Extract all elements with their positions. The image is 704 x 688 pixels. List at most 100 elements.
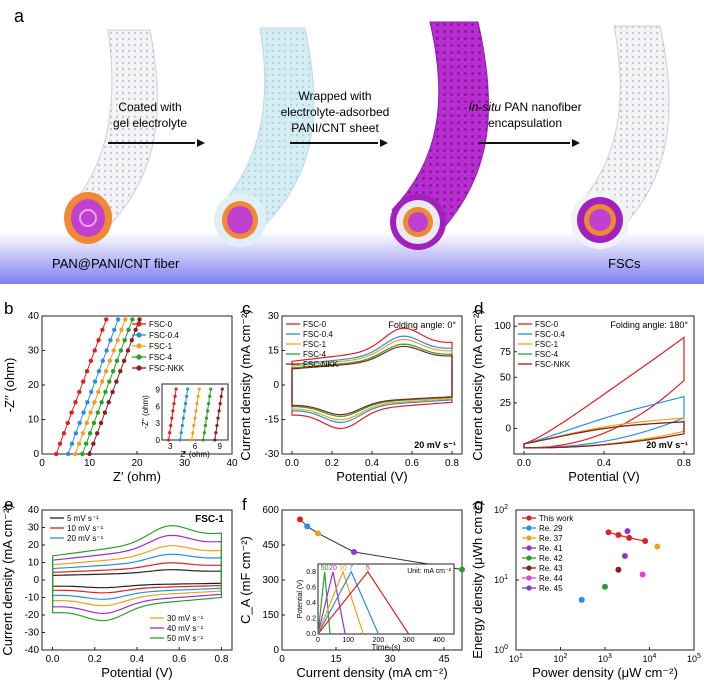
y-tick-label: 0 [33, 449, 39, 460]
cv-loop-FSC-0.4 [291, 335, 453, 424]
inset-y-label: Potential (V) [297, 580, 304, 619]
y-tick-label: 0 [33, 575, 39, 586]
capacitance-point [297, 516, 303, 523]
data-point [92, 400, 97, 405]
left-caption: PAN@PANI/CNT fiber [52, 256, 180, 271]
y-tick-label: 30 [28, 346, 40, 357]
legend-label: Re. 42 [539, 554, 563, 563]
y-tick-label: 20 [28, 380, 40, 391]
schematic-panel-a: a Coated with gel electrolyte Wrapped [0, 6, 704, 284]
legend-label: Re. 37 [539, 534, 563, 543]
data-point [133, 327, 138, 332]
inset-x-tick-label: 400 [433, 637, 445, 644]
x-tick-label: 0.0 [46, 654, 60, 665]
data-point [76, 441, 82, 446]
x-tick-label: 0.0 [285, 458, 299, 469]
legend-marker [526, 585, 532, 591]
scan-rate-note: 20 mV s⁻¹ [414, 440, 456, 450]
step-arrow-2: Wrapped with electrolyte-adsorbed PANI/C… [281, 89, 390, 147]
cv-loop-5 mV s⁻¹ [52, 569, 222, 589]
x-tick-label: 105 [687, 653, 701, 664]
x-tick-label: 104 [643, 653, 657, 664]
inset-point [184, 394, 189, 398]
y-tick-label: 10 [28, 558, 40, 569]
data-point [87, 451, 92, 457]
inset-point [172, 402, 176, 406]
data-point [80, 431, 86, 436]
fiber-bare [64, 29, 158, 244]
y-tick-label: 0 [273, 380, 279, 391]
data-point [119, 327, 124, 332]
y-tick-label: -30 [25, 628, 40, 639]
legend-label: FSC-NKK [149, 364, 185, 373]
y-tick-label: 102 [494, 504, 508, 515]
scatter-point-This work [615, 531, 622, 538]
capacitance-line [299, 518, 463, 570]
x-axis-label: Current density (mA cm⁻²) [296, 665, 447, 680]
gcd-curve [317, 571, 331, 635]
data-point [100, 327, 105, 332]
y-tick-label: -30 [265, 449, 280, 460]
x-tick-label: 15 [330, 654, 342, 665]
x-tick-label: 0.8 [677, 458, 691, 469]
inset-point [205, 409, 210, 413]
step2-line3: PANI/CNT sheet [291, 121, 379, 135]
x-tick-label: 0.4 [597, 458, 611, 469]
legend-label: FSC-NKK [303, 360, 339, 369]
inset-point [204, 416, 209, 420]
data-point [107, 379, 112, 384]
data-point [108, 337, 113, 343]
data-point [95, 410, 100, 415]
inset-point [181, 416, 185, 420]
y-tick-label: 20 [28, 540, 40, 551]
panel-label-e: e [4, 495, 13, 514]
legend-marker [526, 575, 532, 581]
sample-note: FSC-1 [195, 514, 224, 525]
y-tick-label: 100 [494, 321, 511, 332]
inset-point [207, 402, 211, 406]
cv-loop-FSC-1 [291, 338, 453, 421]
inset-point [171, 409, 175, 413]
inset-point [202, 431, 206, 435]
y-tick-label: 50 [500, 372, 512, 383]
inset-point [216, 416, 220, 420]
inset-y-label: -Z′′ (ohm) [141, 395, 150, 429]
legend-label: 30 mV s⁻¹ [167, 614, 204, 623]
y-tick-label: 100 [494, 644, 508, 655]
inset-x-label: Z′ (ohm) [180, 450, 210, 459]
step2-line2: electrolyte-adsorbed [281, 105, 390, 119]
data-point [81, 410, 86, 415]
data-point [89, 389, 94, 395]
y-tick-label: 75 [500, 347, 512, 358]
panel-label-b: b [4, 299, 13, 318]
scatter-point-Re. 45 [621, 553, 628, 560]
y-axis-label: Current density (mA cm⁻²) [0, 504, 15, 655]
legend-label: FSC-4 [149, 353, 173, 362]
x-tick-label: 10 [84, 458, 96, 469]
inset-point [213, 438, 217, 442]
x-tick-label: 40 [226, 458, 238, 469]
legend-marker [136, 354, 142, 360]
y-tick-label: -40 [25, 645, 40, 656]
scatter-point-Re. 42 [602, 583, 608, 590]
folding-angle-note: Folding angle: 0° [388, 320, 456, 330]
data-point [110, 389, 115, 395]
x-tick-label: 0.4 [365, 458, 379, 469]
step3-line2: encapsulation [488, 116, 562, 130]
data-point [54, 451, 59, 457]
legend-label: Re. 44 [539, 574, 563, 583]
data-point [106, 400, 111, 405]
inset-y-tick-label: 0.0 [306, 631, 316, 638]
data-point [96, 369, 102, 374]
legend-label: 5 mV s⁻¹ [67, 514, 99, 523]
data-point [88, 358, 94, 364]
inset-point [174, 387, 178, 391]
fiber-fsc [571, 25, 670, 249]
data-point [129, 337, 135, 343]
x-tick-label: 0.6 [172, 654, 186, 665]
step-arrow-1: Coated with gel electrolyte [108, 100, 205, 147]
inset-point [194, 409, 198, 413]
gcd-curve-label: 20 [329, 565, 337, 572]
inset-y-tick-label: 0.8 [306, 569, 316, 576]
legend-label: 20 mV s⁻¹ [67, 534, 104, 543]
